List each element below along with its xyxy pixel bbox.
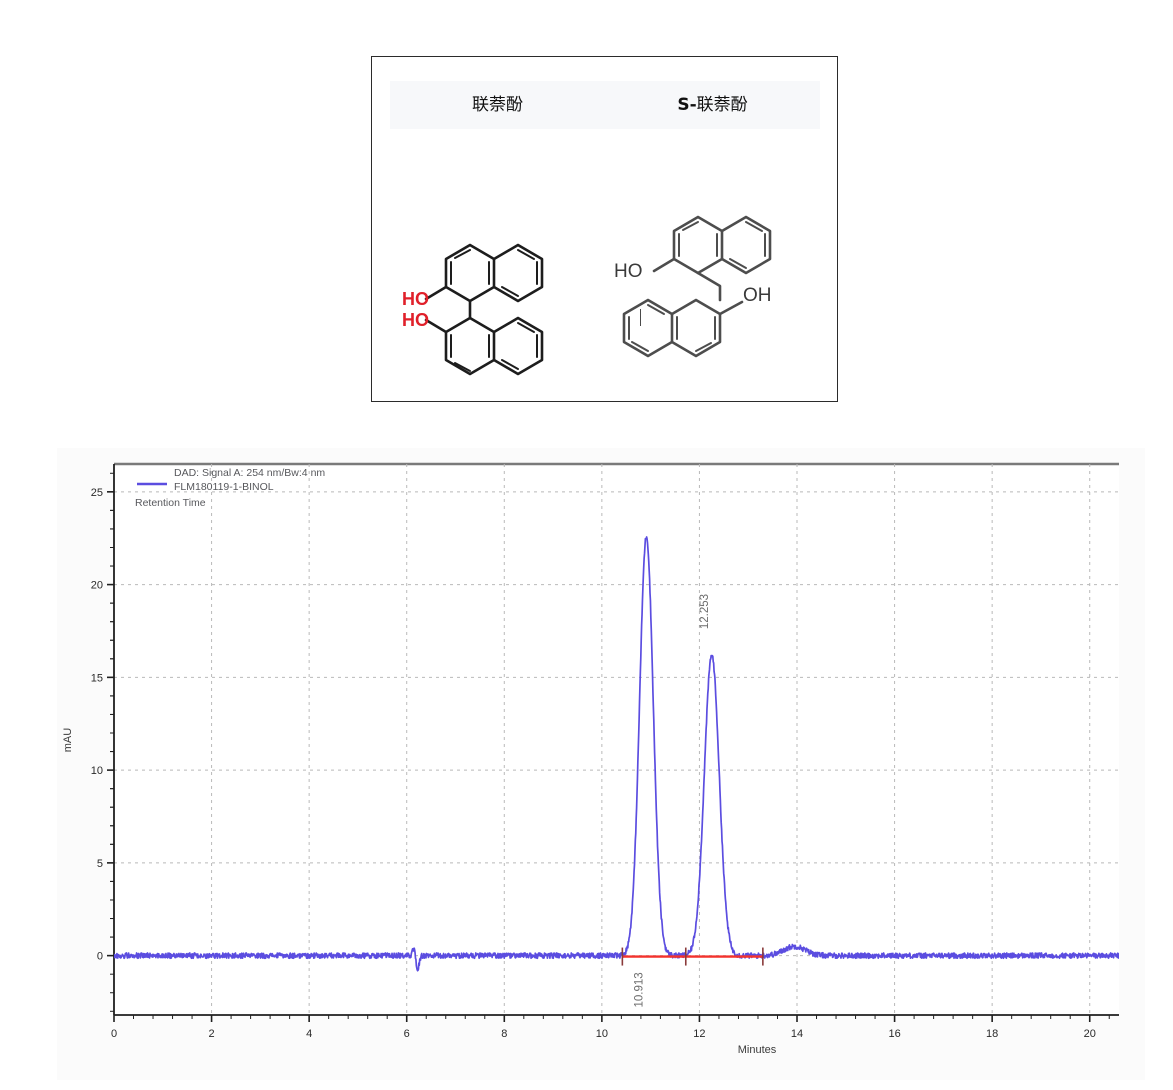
legend-signal-text: DAD: Signal A: 254 nm/Bw:4 nm <box>174 467 325 479</box>
x-tick-label: 6 <box>404 1028 410 1040</box>
peak-label-1: 10.913 <box>633 972 645 1007</box>
stray-tick-mark <box>640 309 641 326</box>
chromatogram-panel: 0 5 10 15 20 25 0 2 4 6 8 10 12 14 16 18 20 mAU Minutes… <box>57 448 1145 1080</box>
x-tick-label: 14 <box>791 1028 803 1040</box>
y-tick-label: 5 <box>97 858 103 870</box>
x-axis-title: Minutes <box>738 1044 777 1056</box>
legend-retention-time-text: Retention Time <box>135 497 206 509</box>
y-tick-label: 0 <box>97 951 103 963</box>
structure-column-title-left: 联萘酚 <box>390 81 605 129</box>
oh-label-left-upper: HO <box>402 289 429 309</box>
x-tick-label: 2 <box>209 1028 215 1040</box>
x-tick-label: 0 <box>111 1028 117 1040</box>
plot-area-background <box>114 464 1119 1015</box>
structure-header-band: 联萘酚 S-联萘酚 <box>390 81 820 129</box>
legend-sample-text: FLM180119-1-BINOL <box>174 481 274 493</box>
y-tick-label: 20 <box>91 580 103 592</box>
structure-title-right-prefix: S- <box>677 95 697 115</box>
y-tick-label-layer: 0 5 10 15 20 25 <box>91 487 103 963</box>
y-axis-title: mAU <box>62 728 74 753</box>
grid-layer <box>114 464 1119 1015</box>
chart-legend: DAD: Signal A: 254 nm/Bw:4 nm FLM180119-… <box>135 467 325 509</box>
x-tick-label: 12 <box>693 1028 705 1040</box>
structure-title-left-text: 联萘酚 <box>472 95 523 115</box>
integration-baseline-layer <box>621 947 764 966</box>
signal-trace <box>114 536 1119 972</box>
axis-tick-layer <box>107 472 1110 1022</box>
structure-column-title-right: S-联萘酚 <box>605 81 820 129</box>
structure-title-right-text: 联萘酚 <box>696 95 748 115</box>
structure-figure-panel: 联萘酚 S-联萘酚 <box>371 56 838 402</box>
x-tick-label: 10 <box>596 1028 608 1040</box>
x-tick-label-layer: 0 2 4 6 8 10 12 14 16 18 20 <box>111 1028 1096 1040</box>
y-tick-label: 25 <box>91 487 103 499</box>
s-binol-structure: HO OH <box>612 187 827 392</box>
y-tick-label: 10 <box>91 765 103 777</box>
x-tick-label: 20 <box>1084 1028 1096 1040</box>
peak-label-2: 12.253 <box>699 594 711 629</box>
chromatogram-plot: 0 5 10 15 20 25 0 2 4 6 8 10 12 14 16 18 20 mAU Minutes… <box>57 448 1145 1080</box>
s-binol-svg: HO OH <box>614 215 772 358</box>
x-tick-label: 16 <box>888 1028 900 1040</box>
oh-label-right-upper: HO <box>614 261 643 282</box>
binol-racemic-structure: HO HO <box>402 227 602 392</box>
x-tick-label: 8 <box>501 1028 507 1040</box>
oh-label-right-lower: OH <box>743 285 772 306</box>
x-tick-label: 18 <box>986 1028 998 1040</box>
oh-label-left-lower: HO <box>402 310 429 330</box>
y-tick-label: 15 <box>91 672 103 684</box>
binol-racemic-svg: HO HO <box>402 243 544 376</box>
x-tick-label: 4 <box>306 1028 312 1040</box>
